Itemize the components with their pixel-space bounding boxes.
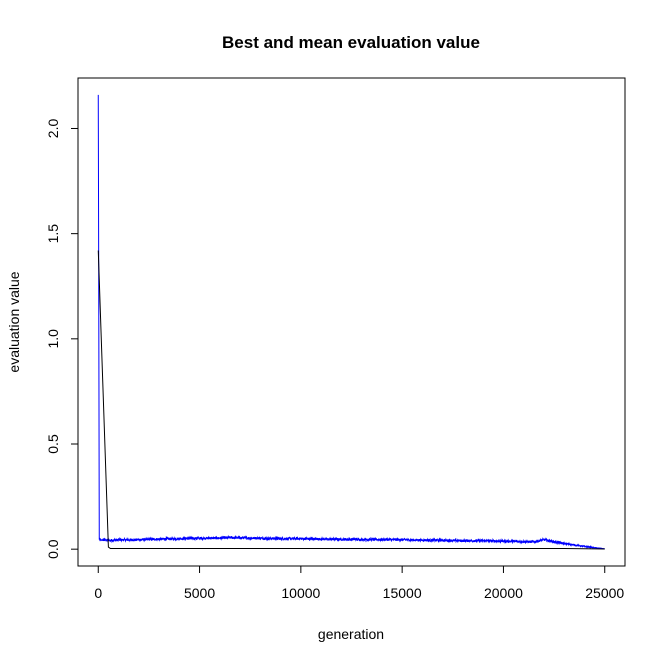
series-line-1	[97, 94, 605, 550]
y-tick-label: 1.5	[45, 224, 61, 244]
y-tick-label: 1.0	[45, 329, 61, 349]
plot-area	[97, 94, 605, 550]
x-tick-label: 0	[94, 585, 102, 601]
x-tick-label: 10000	[281, 585, 320, 601]
chart-title: Best and mean evaluation value	[222, 33, 480, 52]
y-tick-label: 2.0	[45, 119, 61, 139]
series-line-2	[97, 250, 605, 550]
axes: 0 5000 10000 15000 20000 25000 0.0 0.5 1.0 1.5 2.0	[45, 77, 626, 601]
y-tick-label: 0.5	[45, 434, 61, 454]
y-tick-label: 0.0	[45, 539, 61, 559]
x-tick-label: 20000	[484, 585, 523, 601]
y-axis-label: evaluation value	[6, 271, 22, 372]
x-tick-label: 5000	[184, 585, 215, 601]
x-tick-label: 15000	[383, 585, 422, 601]
plot-frame	[77, 77, 626, 567]
x-tick-label: 25000	[585, 585, 624, 601]
x-axis-label: generation	[318, 626, 384, 642]
